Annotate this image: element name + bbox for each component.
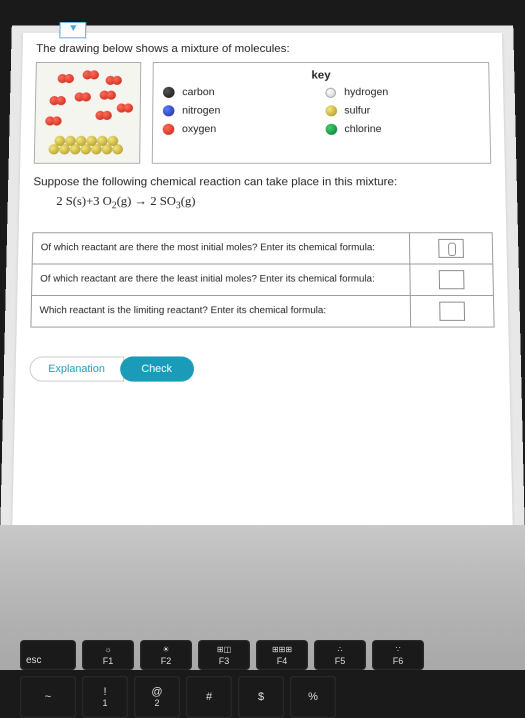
key-label: esc [26, 655, 42, 666]
key-label: # [206, 691, 212, 703]
question-content: The drawing below shows a mixture of mol… [12, 33, 512, 528]
legend-label: carbon [182, 87, 317, 98]
chemical-equation: 2 S(s)+3 O2(g) → 2 SO3(g) [56, 194, 492, 211]
eq-part: SO [160, 194, 176, 208]
keyboard-num-row: ~ !1 @2 # $ % [0, 676, 525, 718]
key-icon: ∴ [337, 645, 342, 654]
oxygen-icon [163, 124, 175, 135]
eq-part: 2 [56, 194, 63, 208]
key-label: ~ [45, 691, 51, 703]
key-label: F2 [161, 656, 172, 666]
formula-input-1[interactable] [438, 239, 464, 258]
2-key[interactable]: @2 [134, 676, 180, 718]
tilde-key[interactable]: ~ [20, 676, 76, 718]
eq-part: (g) [117, 194, 132, 208]
table-row: Of which reactant are there the least in… [32, 264, 494, 295]
key-label: F5 [335, 656, 346, 666]
legend-label: chlorine [344, 124, 480, 135]
key-label: % [308, 691, 318, 703]
key-label: $ [258, 691, 264, 703]
f3-key[interactable]: ⊞◫ F3 [198, 640, 250, 670]
f6-key[interactable]: ∵ F6 [372, 640, 424, 670]
key-label: F3 [219, 656, 230, 666]
legend-label: hydrogen [344, 87, 479, 98]
4-key[interactable]: $ [238, 676, 284, 718]
key-icon: ∵ [395, 645, 400, 654]
1-key[interactable]: !1 [82, 676, 128, 718]
3-key[interactable]: # [186, 676, 232, 718]
f5-key[interactable]: ∴ F5 [314, 640, 366, 670]
eq-part: O [103, 194, 112, 208]
suppose-text: Suppose the following chemical reaction … [33, 175, 491, 188]
sulfur-atom [97, 136, 108, 146]
formula-input-3[interactable] [439, 301, 465, 320]
legend-label: sulfur [344, 105, 479, 116]
legend-box: key carbon hydrogen nitrogen sulfur oxyg… [152, 62, 491, 164]
legend-title: key [163, 68, 479, 81]
f1-key[interactable]: ☼ F1 [82, 640, 134, 670]
sulfur-atom [108, 136, 119, 146]
eq-part: S(s) [66, 194, 87, 208]
nitrogen-icon [163, 105, 175, 116]
question-table: Of which reactant are there the most ini… [30, 232, 494, 327]
eq-part: (g) [181, 194, 196, 208]
tab-indicator: ▼ [59, 22, 86, 38]
table-row: Which reactant is the limiting reactant?… [31, 295, 494, 327]
key-label: @ [151, 686, 162, 698]
button-row: Explanation Check [29, 356, 495, 381]
keyboard-fn-row: esc ☼ F1 ☀ F2 ⊞◫ F3 ⊞⊞⊞ F4 ∴ F5 ∵ F6 [0, 640, 525, 670]
check-button[interactable]: Check [120, 356, 194, 381]
key-icon: ☼ [104, 645, 111, 654]
screen-area: ▼ The drawing below shows a mixture of m… [0, 26, 525, 540]
explanation-button[interactable]: Explanation [29, 356, 123, 381]
molecule-drawing [34, 62, 142, 164]
legend-label: oxygen [182, 124, 318, 135]
key-icon: ⊞◫ [217, 645, 231, 654]
key-label: F1 [103, 656, 114, 666]
5-key[interactable]: % [290, 676, 336, 718]
key-label: F6 [393, 656, 404, 666]
question-text: Of which reactant are there the least in… [32, 264, 411, 295]
eq-part: 3 [93, 194, 100, 208]
sulfur-icon [325, 105, 337, 116]
question-text: Of which reactant are there the most ini… [32, 232, 410, 263]
key-label: F4 [277, 656, 288, 666]
chevron-down-icon: ▼ [68, 23, 79, 34]
f4-key[interactable]: ⊞⊞⊞ F4 [256, 640, 308, 670]
chlorine-icon [325, 124, 337, 135]
esc-key[interactable]: esc [20, 640, 76, 670]
f2-key[interactable]: ☀ F2 [140, 640, 192, 670]
question-text: Which reactant is the limiting reactant?… [31, 295, 411, 327]
eq-part: → [134, 194, 147, 208]
table-row: Of which reactant are there the most ini… [32, 232, 493, 263]
intro-text: The drawing below shows a mixture of mol… [36, 42, 489, 55]
hydrogen-icon [325, 87, 336, 97]
legend-label: nitrogen [182, 105, 317, 116]
formula-input-2[interactable] [439, 270, 465, 289]
eq-part: 2 [150, 194, 156, 208]
key-icon: ☀ [162, 645, 169, 654]
carbon-icon [163, 87, 175, 98]
key-label: ! [103, 686, 106, 698]
legend-grid: carbon hydrogen nitrogen sulfur oxygen c… [163, 87, 480, 135]
key-icon: ⊞⊞⊞ [272, 645, 292, 654]
